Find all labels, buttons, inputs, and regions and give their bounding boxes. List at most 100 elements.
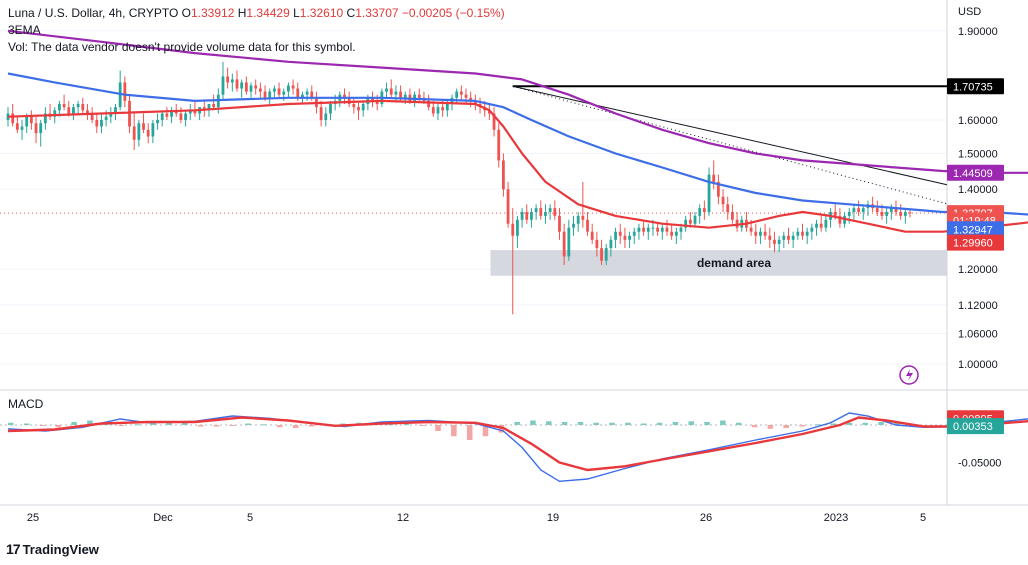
candle-body	[768, 235, 772, 240]
candle-body	[128, 100, 131, 127]
candle	[506, 181, 510, 228]
candle-body	[773, 239, 776, 244]
candle	[908, 210, 912, 218]
candle-body	[207, 104, 211, 111]
candle	[165, 107, 169, 120]
candle-body	[324, 113, 328, 120]
candle	[29, 110, 33, 130]
candle	[777, 235, 781, 253]
candle	[244, 76, 248, 95]
trend-overlays	[0, 85, 948, 214]
indicator-label[interactable]: 3EMA	[8, 23, 41, 37]
macd-histogram-bar	[451, 425, 457, 437]
candle	[39, 119, 43, 147]
candle-body	[595, 239, 599, 249]
candle-body	[6, 113, 10, 120]
macd-histogram-bar	[815, 424, 821, 426]
macd-histogram-bar	[435, 425, 441, 431]
candle-body	[296, 88, 300, 98]
macd-histogram-bar	[150, 423, 156, 425]
candle-body	[445, 104, 449, 111]
candle-body	[642, 227, 646, 232]
candle	[782, 231, 786, 249]
candle-body	[43, 113, 47, 124]
candle	[72, 104, 75, 120]
macd-histogram-bar	[546, 421, 552, 425]
macd-badge-0-00353-text: 0.00353	[953, 421, 993, 433]
price-change: −0.00205 (−0.15%)	[401, 6, 505, 20]
candle	[553, 200, 557, 220]
macd-histogram-bar	[704, 422, 710, 425]
candle	[81, 97, 85, 114]
candle	[287, 82, 290, 98]
candle	[660, 223, 664, 240]
candle	[595, 231, 599, 257]
candle-body	[590, 231, 594, 240]
ohlc-value-o: 1.33912	[191, 6, 235, 20]
macd-histogram-bar	[767, 425, 774, 429]
candle-body	[329, 104, 332, 114]
candle	[436, 104, 440, 120]
candle	[329, 100, 332, 120]
macd-histogram-bar	[625, 422, 631, 425]
macd-label[interactable]: MACD	[8, 397, 44, 411]
tradingview-logo[interactable]: 17 TradingView	[6, 541, 99, 557]
candle-body	[160, 113, 164, 120]
candle-body	[156, 119, 159, 124]
candle	[361, 100, 365, 117]
price-badge-1-44509: 1.44509	[947, 164, 1004, 181]
macd-histogram-bar	[71, 422, 77, 425]
macd-histogram-bar	[118, 425, 125, 426]
candle	[576, 211, 580, 232]
candle	[230, 73, 234, 92]
macd-histogram-bar	[277, 425, 283, 428]
candle	[805, 227, 809, 244]
candle-body	[670, 231, 674, 236]
candle	[151, 119, 155, 144]
candle-body	[72, 107, 75, 114]
macd-histogram-bar	[213, 425, 220, 427]
macd-histogram-bar	[688, 421, 694, 425]
candle-body	[665, 227, 669, 232]
candle	[459, 85, 463, 101]
candle	[319, 100, 323, 127]
candle-body	[170, 110, 173, 117]
ohlc-value-l: 1.32610	[299, 6, 344, 20]
macd-histogram-bar	[39, 425, 46, 426]
candle-body	[90, 113, 94, 120]
candle	[455, 88, 459, 105]
candle-body	[903, 211, 907, 216]
candle	[721, 189, 725, 212]
candle-body	[34, 123, 38, 134]
candle	[618, 223, 622, 244]
candle-body	[20, 126, 24, 130]
candle-body	[688, 219, 692, 224]
price-tick-label: 1.90000	[958, 26, 998, 38]
macd-histogram-bar	[134, 424, 141, 426]
candle-body	[95, 119, 99, 127]
candle-body	[885, 211, 889, 216]
candle-body	[258, 88, 262, 92]
candle	[86, 104, 89, 120]
time-axis: 25 Dec 5 12 19 26 2023 5	[27, 512, 926, 524]
price-tick-label: 1.06000	[958, 329, 998, 341]
ohlc-value-c: 1.33707	[355, 6, 399, 20]
candle	[861, 204, 865, 220]
candle-body	[749, 227, 753, 232]
candle-body	[759, 231, 762, 236]
ohlc-value-h: 1.34429	[246, 6, 290, 20]
ohlc-key-l: L	[289, 6, 300, 20]
candle	[787, 227, 790, 244]
macd-histogram-bar	[87, 420, 93, 425]
candle-body	[142, 123, 145, 130]
candle	[590, 223, 594, 244]
symbol-title[interactable]: Luna / U.S. Dollar, 4h, CRYPTO	[8, 6, 179, 20]
candle	[614, 227, 617, 249]
candle-body	[291, 85, 295, 89]
replay-icon[interactable]	[899, 365, 919, 385]
candle-body	[731, 211, 734, 220]
candle	[632, 227, 636, 244]
candle	[810, 223, 814, 240]
time-tick-label: 19	[547, 512, 559, 524]
